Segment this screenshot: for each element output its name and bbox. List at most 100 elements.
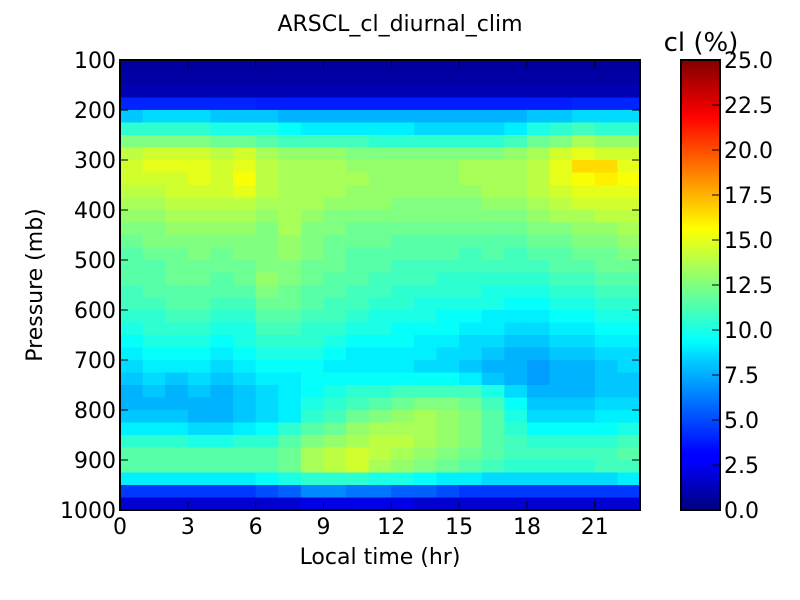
heatmap-cell [233,285,257,299]
heatmap-cell [594,110,618,124]
heatmap-cell [210,497,234,511]
heatmap-cell [526,460,551,474]
heatmap-cell [323,435,347,449]
heatmap-cell [165,435,189,449]
heatmap-cell [572,410,596,424]
heatmap-cell [436,435,460,449]
heatmap-cell [165,497,189,511]
heatmap-cell [300,135,325,149]
heatmap-cell [549,72,573,86]
heatmap-cell [594,360,618,374]
heatmap-cell [572,160,596,174]
heatmap-cell [572,435,596,449]
heatmap-cell [368,435,392,449]
heatmap-cell [187,447,212,461]
heatmap-cell [617,385,641,399]
heatmap-cell [278,422,302,436]
heatmap-cell [481,272,505,286]
x-tick-label: 0 [113,515,127,540]
heatmap-cell [413,472,438,486]
heatmap-cell [142,372,166,386]
heatmap-cell [391,97,415,111]
heatmap-cell [233,360,257,374]
heatmap-cell [187,247,212,261]
heatmap-cell [368,322,392,336]
heatmap-cell [617,160,641,174]
heatmap-cell [165,285,189,299]
heatmap-cell [481,347,505,361]
heatmap-cell [549,410,573,424]
heatmap-cell [391,435,415,449]
heatmap-cell [572,297,596,311]
heatmap-cell [459,172,483,186]
y-tick-label: 100 [74,49,116,74]
heatmap-cell [413,122,438,136]
heatmap-cell [594,460,618,474]
heatmap-cell [323,485,347,499]
heatmap-cell [346,447,370,461]
heatmap-cell [165,297,189,311]
heatmap-cell [120,147,144,161]
heatmap-cell [323,285,347,299]
heatmap-cell [481,235,505,249]
heatmap-cell [323,460,347,474]
heatmap-cell [526,235,551,249]
heatmap-cell [278,147,302,161]
heatmap-cell [572,272,596,286]
x-axis: 0 3 6 9 12 15 18 21 [113,60,609,540]
heatmap-cell [323,172,347,186]
heatmap-cell [120,397,144,411]
heatmap-cell [391,247,415,261]
heatmap-cell [572,460,596,474]
heatmap-cell [255,397,279,411]
heatmap-cell [233,472,257,486]
heatmap-cell [120,347,144,361]
heatmap-cell [526,172,551,186]
heatmap-cell [278,135,302,149]
heatmap-cell [210,460,234,474]
heatmap-cell [549,135,573,149]
heatmap-cell [165,422,189,436]
heatmap-cell [120,322,144,336]
heatmap-cell [549,435,573,449]
heatmap-cell [120,447,144,461]
heatmap-cell [481,285,505,299]
heatmap-cell [617,285,641,299]
heatmap-cell [187,135,212,149]
heatmap-cell [617,322,641,336]
heatmap-cell [481,185,505,199]
heatmap-cell [368,97,392,111]
heatmap-cell [187,85,212,99]
heatmap-cell [481,460,505,474]
heatmap-cell [481,122,505,136]
heatmap-cell [436,247,460,261]
heatmap-cell [526,360,551,374]
heatmap-cell [120,97,144,111]
heatmap-cell [323,60,347,74]
heatmap-cell [346,147,370,161]
heatmap-cell [549,222,573,236]
heatmap-cell [436,297,460,311]
heatmap-cell [617,485,641,499]
heatmap-cell [165,360,189,374]
heatmap-cell [617,172,641,186]
heatmap-cell [504,485,528,499]
heatmap-cell [323,472,347,486]
heatmap-cell [210,410,234,424]
heatmap-cell [526,435,551,449]
heatmap-cell [459,260,483,274]
heatmap-cell [436,335,460,349]
heatmap-cell [142,410,166,424]
heatmap-cell [526,447,551,461]
heatmap-cell [617,460,641,474]
heatmap-cell [346,210,370,224]
heatmap-cell [459,322,483,336]
heatmap-cell [233,172,257,186]
heatmap-cell [413,72,438,86]
heatmap-cell [504,260,528,274]
heatmap-cell [233,410,257,424]
heatmap-cell [594,160,618,174]
heatmap-cell [504,97,528,111]
heatmap-cell [323,297,347,311]
heatmap-cell [549,322,573,336]
